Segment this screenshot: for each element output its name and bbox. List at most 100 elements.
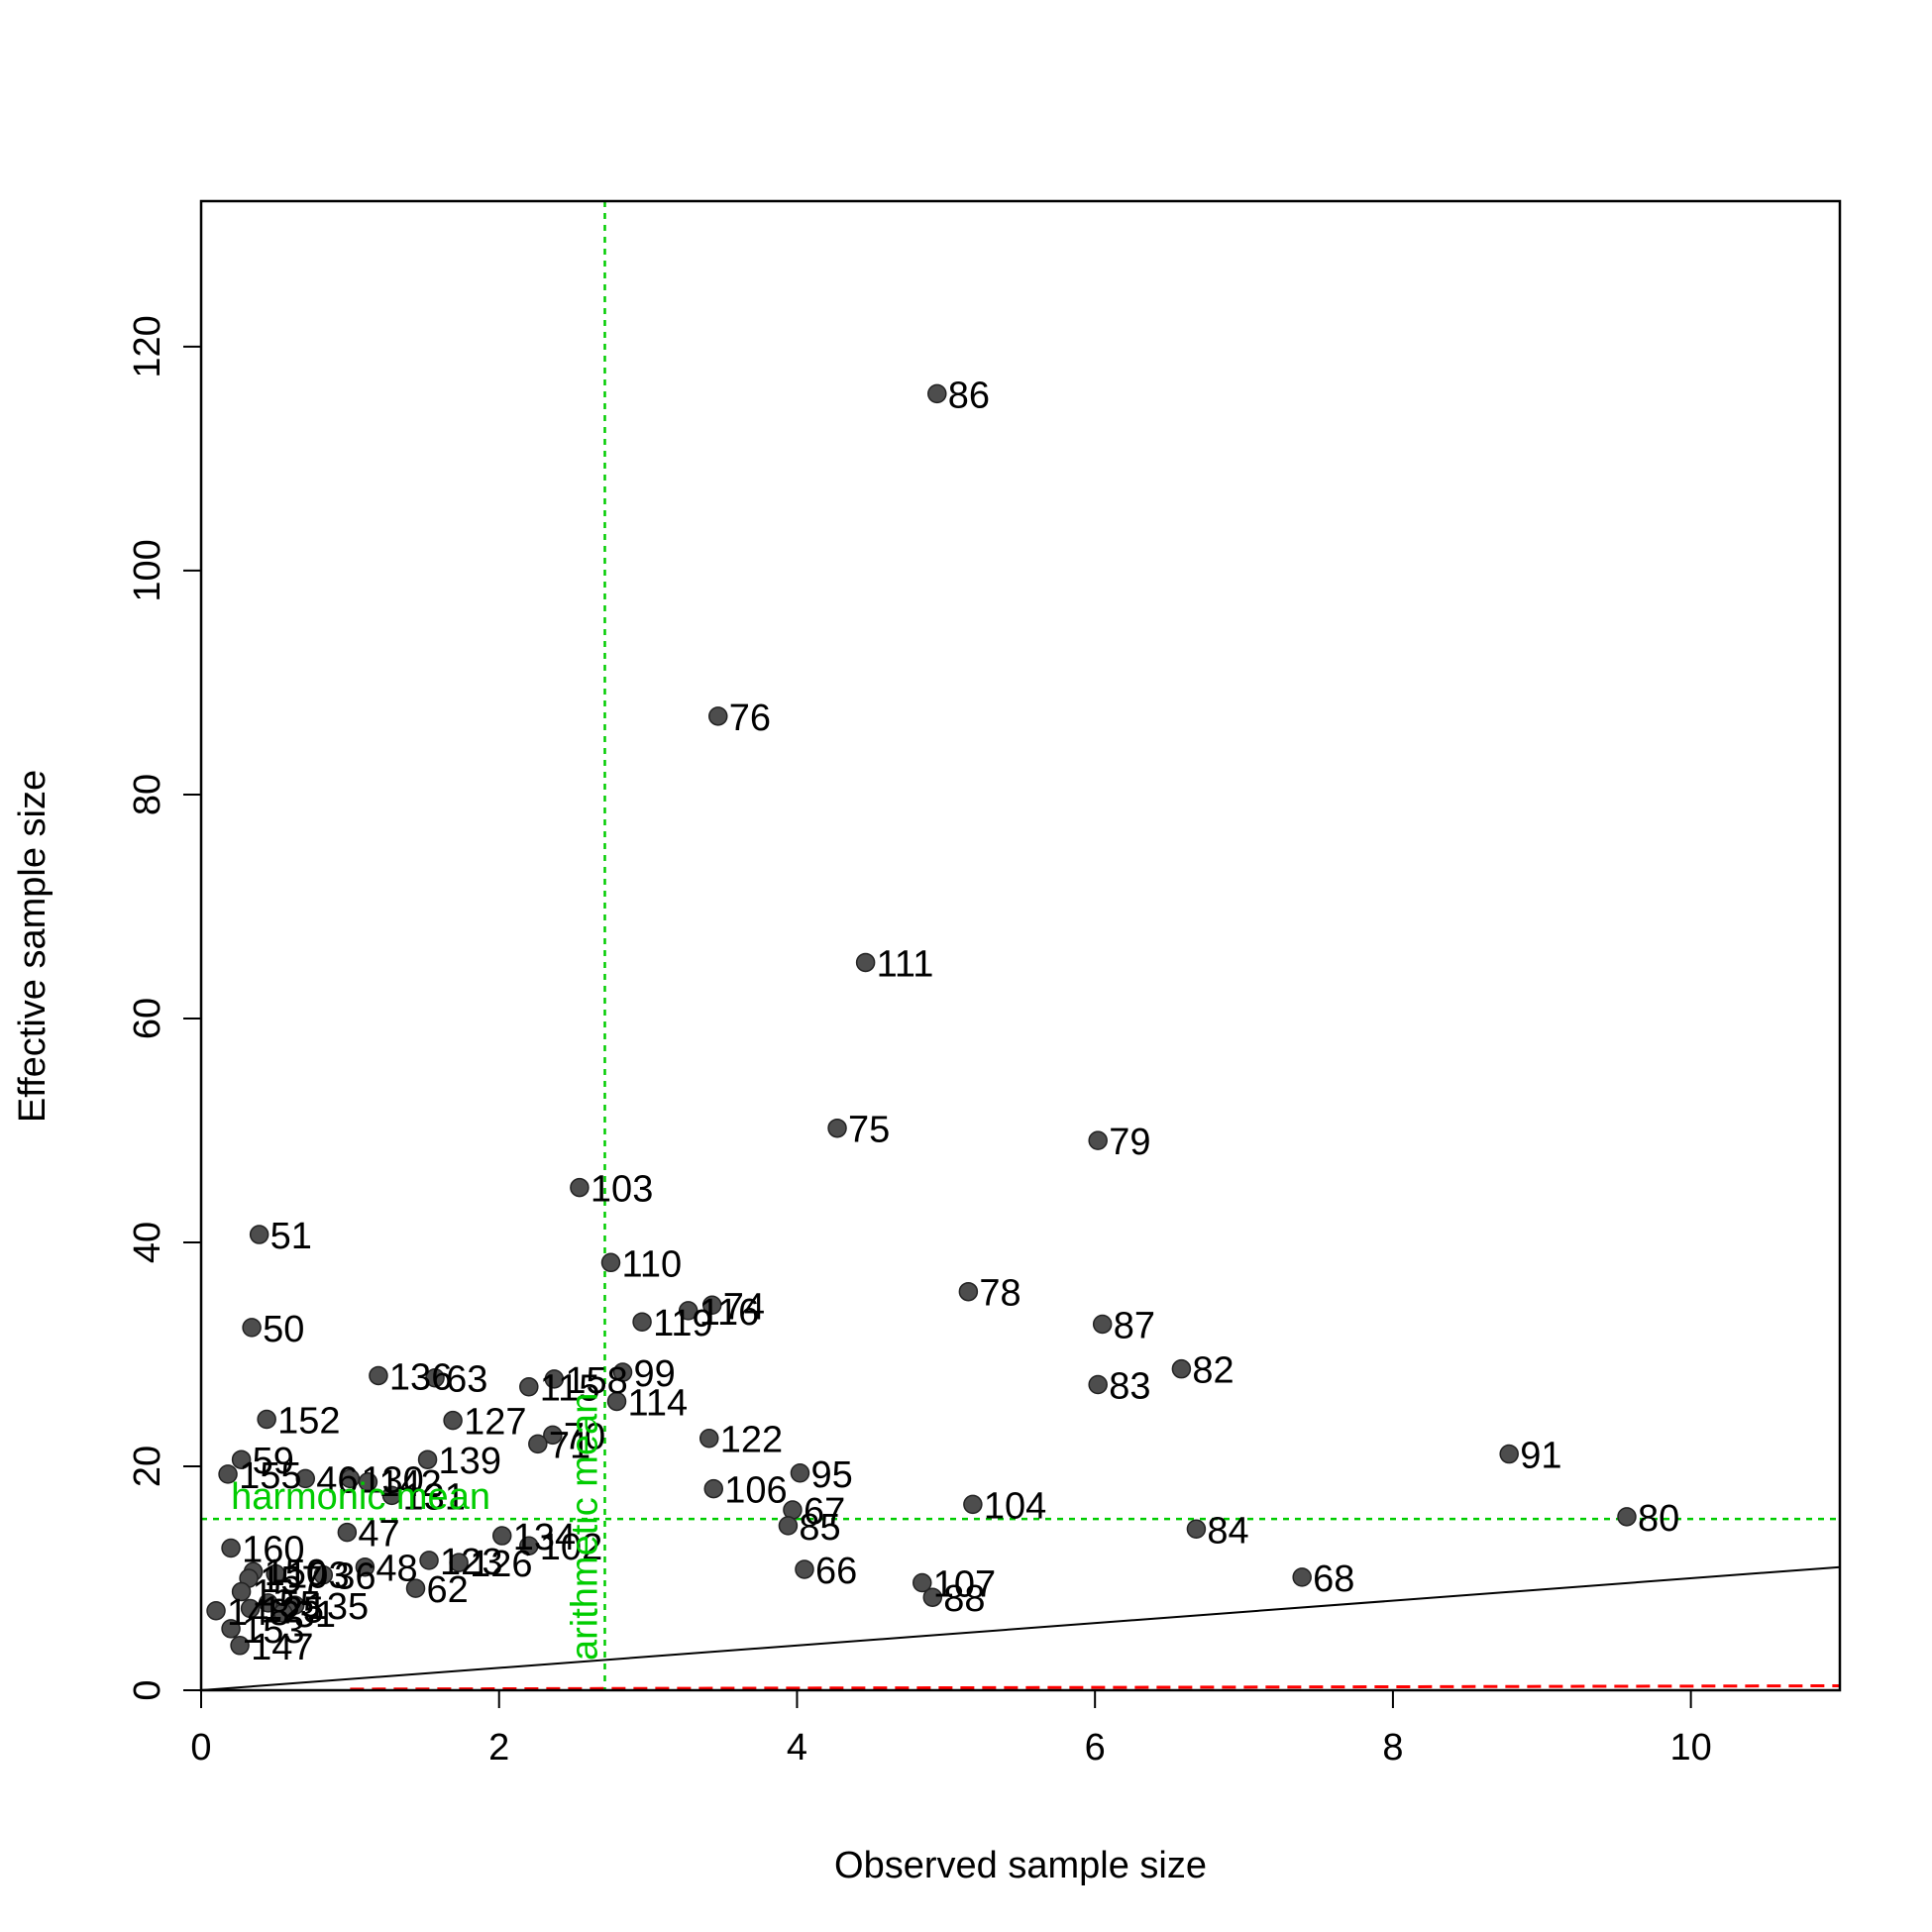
- data-point: [855, 952, 876, 973]
- point-label: 130: [361, 1459, 423, 1501]
- baseline-dashed-line: [350, 1683, 1840, 1690]
- point-label: 86: [948, 375, 990, 416]
- data-point: [425, 1367, 445, 1388]
- x-tick-label: 6: [1085, 1727, 1106, 1769]
- point-label: 158: [565, 1360, 627, 1402]
- data-point: [1617, 1507, 1637, 1527]
- data-point: [528, 1434, 548, 1454]
- point-label: 142: [378, 1463, 441, 1505]
- point-label: 150: [265, 1553, 327, 1594]
- data-point: [443, 1410, 463, 1431]
- point-label: 131: [402, 1476, 465, 1518]
- data-point: [417, 1449, 438, 1469]
- data-point: [266, 1563, 285, 1584]
- point-label: 74: [723, 1286, 765, 1328]
- point-label: 148: [227, 1592, 289, 1634]
- point-label: 51: [270, 1216, 312, 1257]
- data-point: [405, 1578, 426, 1598]
- x-tick-label: 8: [1382, 1727, 1403, 1769]
- data-point: [1092, 1314, 1113, 1335]
- data-point: [701, 1295, 722, 1316]
- point-label: 119: [653, 1303, 713, 1344]
- x-axis: 0 2 4 6 8 10: [190, 1689, 1712, 1769]
- point-label: 50: [263, 1309, 304, 1350]
- point-label: 75: [848, 1110, 890, 1151]
- point-label: 114: [628, 1382, 689, 1424]
- data-point: [355, 1556, 376, 1577]
- data-point: [381, 1485, 402, 1506]
- point-label: 87: [1114, 1305, 1155, 1346]
- point-label: 70: [564, 1416, 605, 1457]
- point-label: 85: [799, 1507, 840, 1549]
- x-axis-title: Observed sample size: [834, 1845, 1207, 1886]
- y-tick-label: 80: [127, 774, 168, 815]
- x-tick-label: 2: [488, 1727, 509, 1769]
- point-label: 111: [877, 943, 934, 985]
- point-label: 91: [1520, 1436, 1561, 1477]
- point-label: 139: [439, 1441, 501, 1482]
- data-point: [272, 1603, 293, 1623]
- y-tick-label: 20: [127, 1446, 168, 1487]
- data-point: [600, 1252, 621, 1273]
- point-label: 115: [540, 1368, 600, 1410]
- point-label: 125: [262, 1590, 324, 1632]
- data-point: [1171, 1358, 1192, 1379]
- data-point: [570, 1177, 590, 1198]
- point-label: 63: [446, 1359, 487, 1401]
- data-point: [1499, 1444, 1519, 1464]
- data-point: [221, 1538, 241, 1558]
- point-label: 110: [622, 1243, 683, 1285]
- data-point: [795, 1559, 814, 1579]
- point-label: 116: [699, 1292, 760, 1334]
- data-point: [1292, 1567, 1312, 1587]
- data-point: [912, 1572, 932, 1593]
- data-point: [257, 1409, 276, 1430]
- x-tick-label: 10: [1669, 1727, 1711, 1769]
- data-point: [519, 1376, 539, 1397]
- data-point: [491, 1526, 512, 1546]
- point-label: 66: [815, 1551, 857, 1592]
- data-point: [1088, 1130, 1108, 1150]
- point-label: 104: [984, 1485, 1046, 1527]
- data-point: [543, 1425, 563, 1446]
- point-label: 99: [634, 1353, 676, 1395]
- point-label: 55: [279, 1584, 321, 1626]
- x-tick-label: 0: [190, 1727, 211, 1769]
- data-point: [258, 1593, 278, 1613]
- point-label: 152: [277, 1401, 340, 1443]
- y-axis-title: Effective sample size: [12, 770, 54, 1123]
- point-label: 134: [513, 1517, 576, 1558]
- data-point: [240, 1598, 261, 1619]
- line-layer: [201, 201, 1840, 1690]
- point-label: 62: [427, 1569, 469, 1611]
- point-label: 147: [251, 1627, 313, 1668]
- point-label: 106: [724, 1470, 787, 1512]
- point-label: 160: [242, 1529, 304, 1570]
- x-tick-label: 4: [787, 1727, 807, 1769]
- data-point: [1186, 1519, 1207, 1540]
- point-label: 67: [804, 1491, 845, 1533]
- data-point: [231, 1449, 252, 1469]
- point-label: 80: [1638, 1498, 1679, 1540]
- data-point: [358, 1472, 378, 1492]
- point-label: 46: [316, 1459, 358, 1501]
- point-label: 82: [1192, 1350, 1234, 1392]
- data-point: [958, 1281, 979, 1302]
- data-point: [678, 1301, 698, 1321]
- y-tick-label: 120: [127, 315, 168, 377]
- point-label: 153: [242, 1610, 304, 1652]
- data-point: [927, 383, 947, 404]
- data-point: [519, 1536, 539, 1556]
- data-point: [313, 1564, 334, 1585]
- data-point: [612, 1362, 633, 1382]
- point-label: 84: [1207, 1510, 1248, 1552]
- point-label: 127: [464, 1402, 526, 1444]
- data-point: [698, 1428, 719, 1449]
- point-label: 78: [979, 1273, 1020, 1315]
- point-label: 68: [1313, 1558, 1354, 1600]
- data-point: [337, 1522, 358, 1543]
- point-label: 107: [933, 1564, 996, 1606]
- arithmetic-mean-label: arithmetic mean: [564, 1393, 605, 1661]
